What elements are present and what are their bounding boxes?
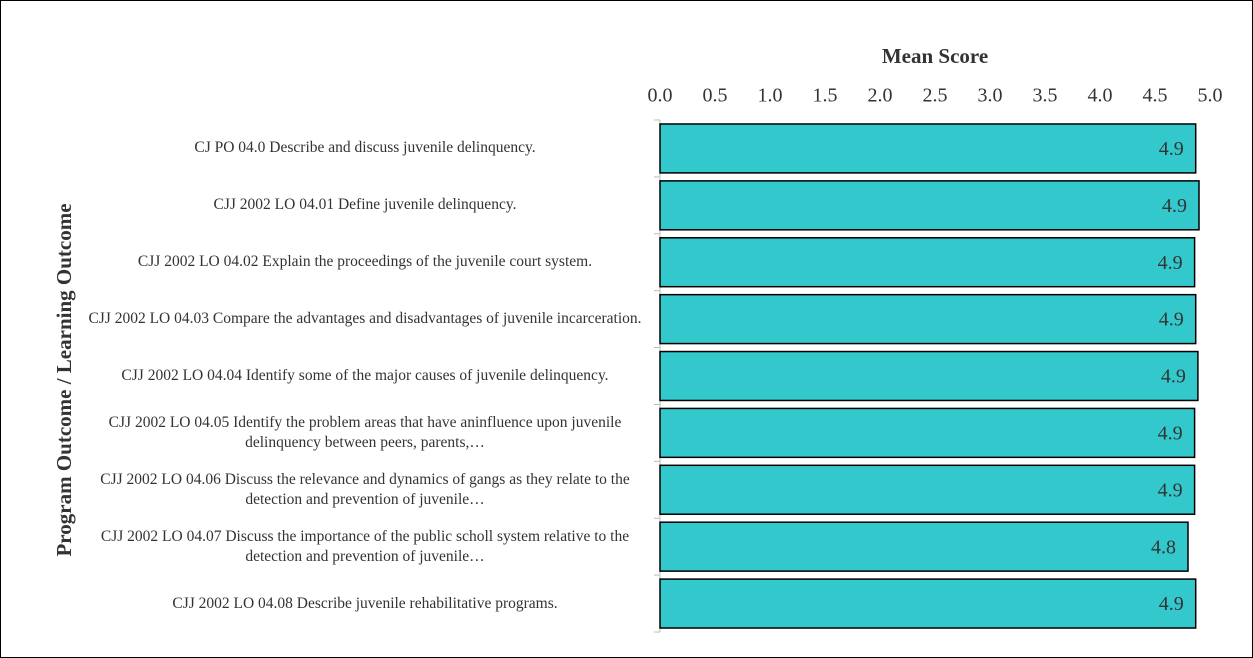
- bar: [659, 578, 1197, 629]
- x-tick-label: 1.5: [813, 85, 838, 107]
- value-label: 4.9: [1159, 309, 1184, 331]
- y-tick-label: CJJ 2002 LO 04.07 Discuss the importance…: [100, 527, 630, 565]
- y-axis-label: Program Outcome / Learning Outcome: [52, 203, 76, 556]
- x-tick-label: 4.0: [1088, 85, 1113, 107]
- x-tick-label: 3.5: [1033, 85, 1058, 107]
- chart-title: Mean Score: [882, 44, 988, 68]
- value-label: 4.9: [1159, 138, 1184, 160]
- x-tick-label: 3.0: [978, 85, 1003, 107]
- value-label: 4.8: [1151, 536, 1176, 558]
- value-label: 4.9: [1159, 593, 1184, 615]
- y-tick-label: CJJ 2002 LO 04.02 Explain the proceeding…: [137, 253, 593, 271]
- bar: [659, 464, 1196, 515]
- bar: [659, 350, 1199, 402]
- x-tick-label: 0.5: [703, 85, 728, 107]
- y-tick-label: CJJ 2002 LO 04.06 Discuss the relevance …: [100, 470, 630, 508]
- y-tick-label: CJJ 2002 LO 04.04 Identify some of the m…: [121, 367, 609, 384]
- x-tick-label: 2.0: [868, 85, 893, 107]
- x-tick-label: 0.0: [648, 85, 673, 107]
- y-tick-label: CJJ 2002 LO 04.05 Identify the problem a…: [108, 413, 622, 451]
- x-tick-label: 2.5: [923, 85, 948, 107]
- x-tick-label: 1.0: [758, 85, 783, 107]
- value-label: 4.9: [1162, 195, 1187, 217]
- value-label: 4.9: [1161, 366, 1186, 388]
- value-label: 4.9: [1158, 479, 1183, 501]
- bar: [659, 180, 1200, 231]
- y-tick-label: CJ PO 04.0 Describe and discuss juvenile…: [194, 139, 536, 157]
- bar: [659, 407, 1196, 459]
- bar: [659, 123, 1197, 174]
- x-tick-label: 5.0: [1198, 85, 1223, 107]
- y-tick-label: CJJ 2002 LO 04.01 Define juvenile delinq…: [213, 196, 517, 214]
- value-label: 4.9: [1158, 422, 1183, 444]
- bar: [659, 237, 1196, 288]
- y-tick-label: CJJ 2002 LO 04.03 Compare the advantages…: [88, 310, 642, 328]
- bar: [659, 293, 1197, 345]
- y-tick-label: CJJ 2002 LO 04.08 Describe juvenile reha…: [172, 594, 558, 612]
- bar: [659, 521, 1189, 572]
- x-tick-label: 4.5: [1143, 85, 1168, 107]
- value-label: 4.9: [1158, 252, 1183, 274]
